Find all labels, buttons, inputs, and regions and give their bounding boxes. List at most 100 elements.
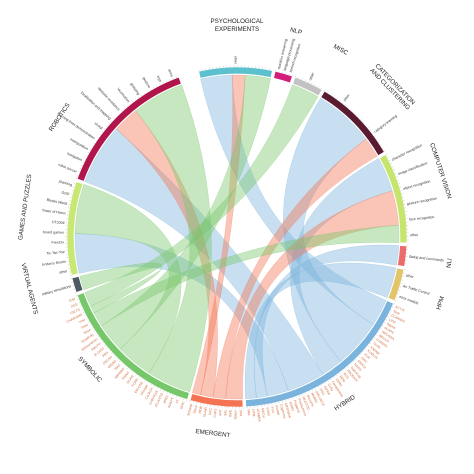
sub-label-cv: gesture recognition	[406, 196, 437, 206]
architecture-label-symbolic: R-CAST	[93, 346, 105, 357]
arc-tick	[106, 347, 109, 349]
arc-tick	[78, 302, 81, 304]
arc-tick	[376, 334, 378, 336]
arc-tick	[376, 138, 378, 140]
arc-tick	[387, 156, 389, 158]
arc-tick	[84, 158, 86, 160]
group-label-psych-line2: EXPERIMENTS	[215, 26, 259, 33]
arc-misc[interactable]	[292, 76, 323, 97]
arc-tick	[390, 163, 393, 165]
arc-tick	[173, 394, 174, 397]
arc-hybrid[interactable]	[245, 300, 394, 408]
arc-tick	[344, 368, 347, 370]
arc-tick	[97, 137, 99, 139]
group-label-games: GAMES AND PUZZLES	[17, 174, 33, 241]
architecture-label-hybrid: ARCADIA	[381, 330, 396, 342]
arc-tick	[388, 160, 391, 161]
architecture-label-hybrid: NARS	[353, 362, 363, 372]
arc-tick	[88, 321, 90, 323]
architecture-label-symbolic: APEX	[162, 394, 170, 404]
arc-tick	[150, 383, 152, 386]
group-label-hpm: HPM	[435, 296, 446, 311]
architecture-label-hybrid: ACT-R	[395, 305, 406, 313]
arc-cv[interactable]	[379, 154, 408, 244]
arc-tick	[135, 374, 137, 376]
arc-nli[interactable]	[397, 245, 408, 267]
sub-label-misc: other	[308, 71, 315, 81]
arc-tick	[119, 360, 121, 362]
arc-games[interactable]	[66, 181, 84, 276]
arc-tick	[311, 389, 313, 392]
arc-tick	[396, 296, 398, 298]
arc-tick	[166, 392, 168, 394]
architecture-label-symbolic: OSCAR	[102, 354, 114, 365]
arc-tick	[304, 79, 306, 82]
architecture-label-hybrid: LIDA	[388, 318, 397, 325]
group-label-va: VIRTUAL AGENTS	[19, 262, 39, 315]
arc-cat[interactable]	[320, 90, 385, 156]
architecture-label-emergent: ART	[218, 409, 223, 416]
arc-tick	[347, 365, 349, 368]
arc-psych[interactable]	[198, 66, 273, 79]
architecture-label-hybrid: CHREST	[375, 338, 388, 349]
arc-tick	[162, 82, 164, 84]
architecture-label-emergent: BBD	[228, 409, 232, 417]
arc-tick	[369, 129, 372, 132]
arc-tick	[350, 363, 352, 366]
arc-tick	[108, 122, 110, 125]
arc-tick	[82, 161, 85, 163]
arc-va[interactable]	[71, 276, 84, 293]
arc-tick	[156, 387, 158, 389]
arc-tick	[305, 392, 307, 395]
architecture-label-hybrid: REM	[339, 375, 347, 383]
arc-hpm[interactable]	[387, 267, 405, 302]
group-label-misc: MISC	[332, 43, 349, 57]
sub-label-va: military simulations	[41, 284, 71, 297]
arc-tick	[124, 365, 126, 367]
arc-symbolic[interactable]	[76, 292, 190, 400]
architecture-label-symbolic: EPIC	[179, 400, 185, 409]
arc-tick	[292, 74, 293, 77]
arc-tick	[365, 124, 367, 126]
arc-emergent[interactable]	[189, 393, 244, 408]
arc-tick	[362, 351, 365, 353]
arc-tick	[75, 295, 78, 297]
group-label-cat: CATEGORIZATION	[374, 63, 417, 107]
architecture-label-emergent: MDB	[198, 405, 204, 414]
architecture-label-hybrid: Kismet	[275, 405, 281, 416]
architecture-label-symbolic: SOAR-RL	[81, 332, 96, 344]
arc-tick	[129, 103, 131, 105]
sub-label-games: FreeCiv	[51, 240, 64, 244]
architecture-label-hybrid: CLARION	[390, 313, 405, 323]
arc-tick	[394, 173, 397, 174]
arc-tick	[324, 89, 326, 92]
arc-tick	[360, 119, 362, 121]
arc-tick	[127, 367, 129, 369]
arc-tick	[95, 333, 98, 335]
architecture-label-symbolic: 3T	[175, 399, 180, 404]
architecture-label-hybrid: BECCA	[378, 334, 390, 344]
arc-tick	[99, 339, 102, 341]
ribbon-symbolic-to-games	[74, 184, 182, 374]
arc-tick	[137, 96, 140, 99]
arc-tick	[315, 387, 317, 390]
arc-tick	[153, 87, 155, 89]
arc-tick	[327, 91, 329, 94]
arc-tick	[301, 78, 303, 80]
architecture-label-symbolic: MIDAS	[107, 358, 118, 369]
architecture-label-symbolic: Disciple	[140, 384, 149, 396]
arc-tick	[113, 117, 115, 119]
arc-tick	[387, 316, 389, 318]
arc-tick	[102, 342, 104, 344]
arc-tick	[357, 356, 360, 358]
arc-tick	[374, 337, 376, 339]
arc-tick	[397, 293, 399, 295]
group-label-emergent: EMERGENT	[195, 428, 231, 439]
architecture-label-hybrid: MIDCA	[357, 359, 368, 370]
arc-robotics[interactable]	[76, 76, 182, 182]
arc-tick	[360, 353, 362, 355]
arc-tick	[86, 318, 88, 320]
arc-tick	[89, 149, 92, 151]
architecture-label-symbolic: ATLANTIS	[154, 391, 165, 407]
